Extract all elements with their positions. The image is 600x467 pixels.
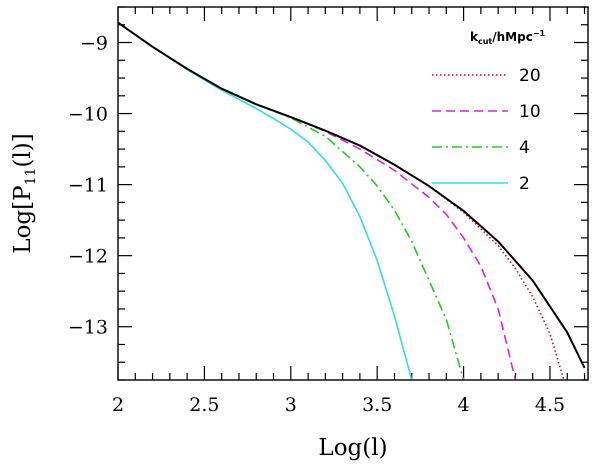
legend-label-4: 4 (519, 138, 530, 158)
y-tick-label: −11 (68, 175, 108, 197)
legend-title-sub: cut (478, 37, 492, 46)
y-tick-label: −12 (68, 246, 108, 268)
x-tick-label: 3.5 (362, 394, 392, 416)
legend-title-main: k (470, 30, 479, 44)
tick-labels: 2 2.5 3 3.5 4 4.5 −9 −10 −11 −12 −13 (68, 33, 565, 416)
y-tick-label: −10 (68, 104, 108, 126)
series-line-reference (118, 21, 586, 369)
y-tick-label: −9 (80, 33, 108, 55)
series-line-4 (118, 21, 465, 380)
y-tick-label: −13 (68, 317, 108, 339)
legend-title-sup: −1 (533, 29, 546, 38)
x-tick-label: 4 (458, 394, 470, 416)
legend-title: kcut/hMpc−1 (470, 29, 546, 46)
legend-label-2: 2 (519, 174, 530, 194)
series-layer (118, 21, 586, 380)
series-line-20 (118, 21, 565, 380)
series-line-10 (118, 21, 517, 380)
x-tick-label: 4.5 (535, 394, 565, 416)
plot-frame (117, 6, 589, 381)
x-tick-label: 2.5 (189, 394, 219, 416)
y-axis-title: Log[P11(l)] (10, 133, 39, 253)
legend-label-20: 20 (519, 66, 541, 86)
y-axis-title-main: Log[P (10, 185, 36, 253)
y-axis-title-end: (l)] (10, 133, 36, 167)
legend: kcut/hMpc−1 20 10 4 2 (432, 29, 546, 194)
legend-label-10: 10 (519, 102, 541, 122)
legend-title-rest: /hMpc (492, 30, 533, 44)
x-axis-title: Log(l) (318, 435, 387, 461)
y-axis-title-sub: 11 (23, 168, 39, 186)
series-line-2 (118, 21, 413, 380)
legend-items: 20 10 4 2 (432, 66, 541, 194)
x-tick-label: 3 (285, 394, 297, 416)
axis-ticks (117, 6, 588, 381)
x-tick-label: 2 (112, 394, 124, 416)
